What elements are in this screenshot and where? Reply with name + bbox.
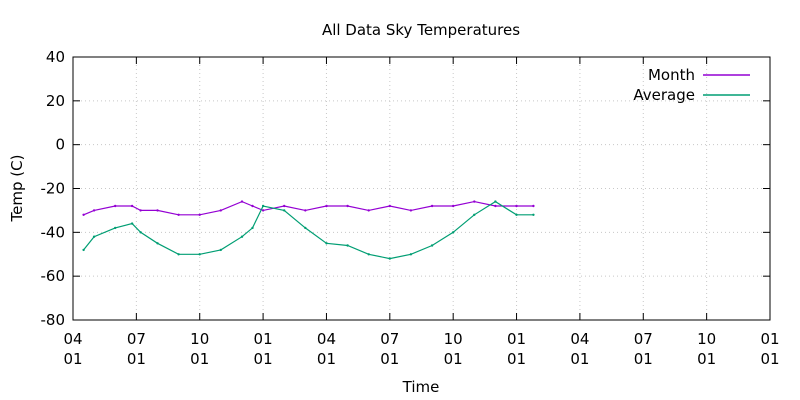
data-point [388,257,391,260]
data-point [130,204,134,208]
x-tick-label-month: 10 [444,330,463,348]
data-point [515,204,518,208]
x-tick-label-month: 10 [190,330,209,348]
x-tick-label-month: 10 [697,330,716,348]
x-tick-label-day: 01 [760,350,779,368]
data-point [346,244,349,247]
x-tick-label-day: 01 [63,350,82,368]
data-point [82,248,85,252]
data-point [198,213,201,216]
data-point [177,253,180,256]
data-point [532,213,535,216]
data-point [130,222,134,225]
x-tick-label-day: 01 [190,350,209,368]
x-tick-label-day: 01 [697,350,716,368]
data-point [409,209,413,212]
x-tick-label-day: 01 [127,350,146,368]
data-point [251,226,254,230]
series-lines [82,200,535,260]
data-point [367,253,370,256]
legend-label: Month [648,66,695,84]
x-axis-label: Time [402,378,440,396]
data-point [473,200,476,203]
data-point [367,209,370,212]
data-point [114,204,117,208]
data-point [304,226,307,230]
data-point [388,204,391,208]
data-point [156,242,159,245]
y-axis-label: Temp (C) [8,155,26,223]
data-point [219,209,222,212]
data-point [82,213,85,216]
data-point [139,231,142,234]
data-point [346,204,349,208]
x-tick-label-day: 01 [380,350,399,368]
data-point [219,248,222,252]
data-point [261,204,265,208]
data-point [251,204,254,208]
x-tick-label-month: 07 [127,330,146,348]
x-tick-label-day: 01 [444,350,463,368]
x-tick-label-month: 01 [507,330,526,348]
grid-lines [73,57,770,320]
data-point [261,209,265,212]
x-tick-label-month: 04 [63,330,82,348]
x-tick-label-month: 04 [317,330,336,348]
legend: Month Average [633,66,750,104]
x-tick-label-day: 01 [570,350,589,368]
data-point [430,204,434,208]
data-point [240,235,244,238]
x-tick-label-month: 07 [634,330,653,348]
y-tick-label: 20 [46,92,65,110]
y-tick-label: -20 [41,180,66,198]
data-point [430,244,434,247]
data-point [92,235,96,238]
data-point [532,204,535,208]
y-tick-label: -80 [41,311,66,329]
data-point [452,204,455,208]
series-line-month [83,200,534,216]
x-tick-label-month: 07 [380,330,399,348]
x-tick-label-month: 04 [570,330,589,348]
data-point [114,226,117,230]
data-point [177,213,180,216]
x-tick-label-month: 01 [254,330,273,348]
data-point [452,231,455,234]
data-point [515,213,518,216]
chart-title: All Data Sky Temperatures [322,21,520,39]
y-tick-label: 40 [46,48,65,66]
data-point [304,209,307,212]
x-tick-label-day: 01 [317,350,336,368]
legend-label: Average [633,86,695,104]
x-tick-label-day: 01 [634,350,653,368]
data-point [198,253,201,256]
data-point [494,200,497,203]
data-point [240,200,244,203]
data-point [92,209,96,212]
y-tick-label: -60 [41,267,66,285]
data-point [325,242,328,245]
data-point [494,204,497,208]
x-tick-label-day: 01 [254,350,273,368]
data-point [156,209,159,212]
y-tick-label: -40 [41,223,66,241]
data-point [325,204,328,208]
data-point [409,253,413,256]
axis-ticks: -80 -60 -40 -20 0 20 40 04 01 07 01 10 01 01 01 04 01 07 0… [41,48,780,368]
data-point [473,213,476,216]
x-tick-label-day: 01 [507,350,526,368]
y-tick-label: 0 [55,136,65,154]
data-point [283,209,286,212]
data-point [283,204,286,208]
x-tick-label-month: 01 [760,330,779,348]
data-point [139,209,142,212]
